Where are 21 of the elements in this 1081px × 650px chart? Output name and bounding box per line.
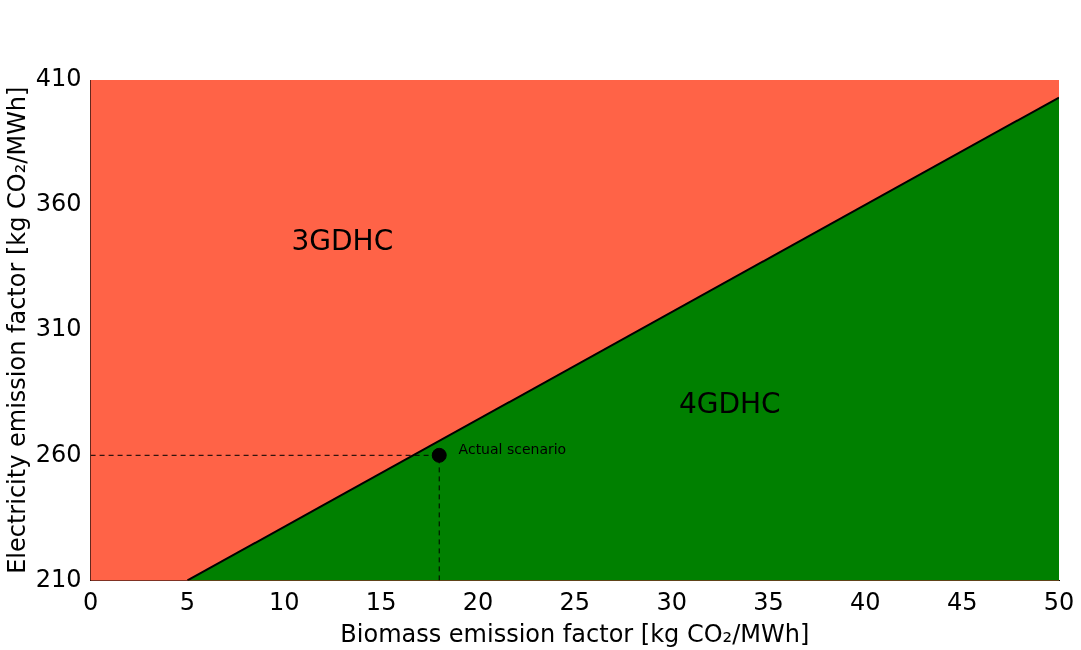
x-tick-label: 30 — [656, 588, 687, 617]
y-tick-label: 360 — [35, 189, 82, 218]
annotation: 3GDHC — [291, 223, 394, 257]
x-tick-label: 0 — [82, 588, 99, 617]
y-tick-label: 260 — [35, 439, 82, 468]
x-tick-label: 5 — [179, 588, 196, 617]
x-tick-label: 45 — [946, 588, 978, 617]
annotation: 4GDHC — [678, 386, 781, 420]
x-axis-title: Biomass emission factor [kg CO₂/MWh] — [340, 619, 810, 648]
x-tick-label: 40 — [850, 588, 881, 617]
x-tick-label: 20 — [462, 588, 494, 617]
x-tick-label: 50 — [1043, 588, 1075, 617]
x-tick-label: 35 — [753, 588, 784, 617]
x-tick-label: 15 — [365, 588, 397, 617]
y-axis-title: Electricity emission factor [kg CO₂/MWh] — [2, 86, 31, 574]
y-tick-label: 210 — [35, 564, 82, 593]
y-tick-label: 310 — [35, 314, 82, 343]
y-tick-label: 410 — [35, 64, 82, 93]
x-tick-label: 10 — [269, 588, 300, 617]
annotation: Actual scenario — [458, 440, 567, 457]
x-tick-label: 25 — [559, 588, 591, 617]
